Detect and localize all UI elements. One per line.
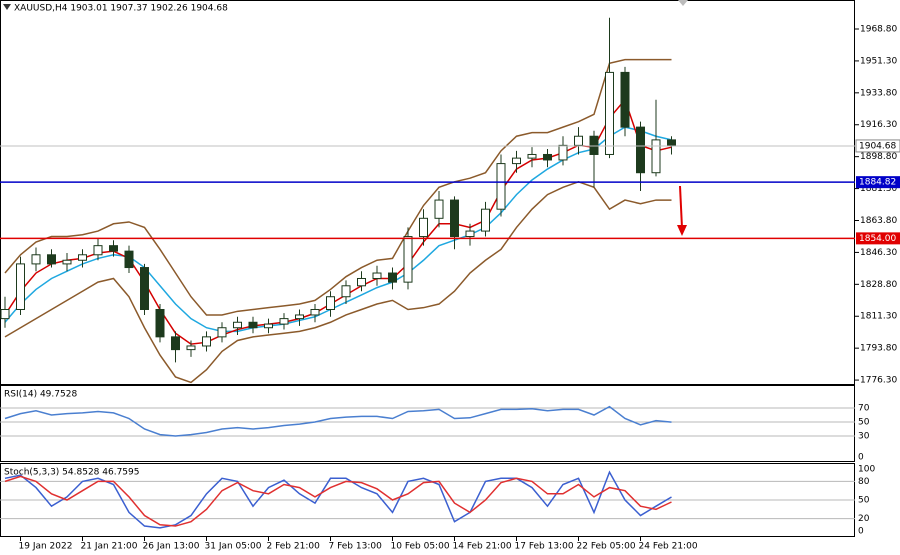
candle-body [248, 321, 258, 329]
candle-body [31, 254, 41, 265]
y-tick-label: 30 [858, 432, 870, 442]
shift-marker [678, 0, 688, 6]
candle-body [140, 267, 149, 310]
last-price-box [855, 139, 900, 153]
y-tick-label: 1863.80 [860, 216, 897, 226]
candle-body [0, 308, 10, 320]
indicator-line [4, 470, 672, 529]
x-tick-label: 22 Feb 05:00 [577, 542, 636, 552]
candle-body [667, 139, 676, 147]
y-tick-label: 1933.80 [860, 88, 897, 98]
candle-body [543, 153, 552, 161]
candle-body [465, 230, 475, 238]
candle-body [620, 71, 630, 128]
indicator-line [4, 181, 672, 384]
arrow-head [677, 225, 687, 236]
y-tick-label: 0 [858, 453, 864, 463]
candle-body [496, 163, 506, 210]
main-panel [0, 0, 855, 385]
candle-body [47, 254, 56, 265]
indicator-line [4, 126, 672, 333]
y-tick-label: 1811.30 [860, 312, 897, 322]
candle-body [419, 217, 428, 238]
indicator-line [4, 405, 672, 437]
x-tick-label: 14 Feb 21:00 [453, 542, 512, 552]
level-label-box [856, 176, 900, 189]
candle-body [233, 321, 242, 329]
level-label: 1884.82 [859, 178, 896, 188]
indicator-line [4, 58, 672, 316]
x-tick-label: 7 Feb 13:00 [329, 542, 383, 552]
x-tick-label: 10 Feb 05:00 [391, 542, 450, 552]
candle-body [78, 254, 87, 261]
x-tick-label: 19 Jan 2022 [19, 542, 73, 552]
y-tick-label: 1881.30 [860, 184, 897, 194]
candle-body [450, 199, 459, 238]
candle-body [589, 135, 599, 155]
y-tick-label: 20 [858, 514, 870, 524]
x-tick-label: 2 Feb 21:00 [267, 542, 321, 552]
y-tick-label: 1793.80 [860, 344, 897, 354]
y-tick-label: 1968.80 [860, 24, 897, 34]
symbol-icon [3, 4, 11, 10]
candle-body [264, 323, 273, 329]
level-label: 1854.00 [859, 234, 896, 244]
last-price-label: 1904.68 [859, 141, 896, 151]
candle-body [512, 157, 521, 165]
x-tick-label: 31 Jan 05:00 [205, 542, 262, 552]
y-tick-label: 50 [858, 418, 870, 428]
y-tick-label: 1951.30 [860, 56, 897, 66]
y-tick-label: 50 [858, 496, 870, 506]
stoch-title: Stoch(5,3,3) 54.8528 46.7595 [4, 468, 139, 478]
candle-body [310, 308, 320, 316]
x-tick-label: 17 Feb 13:00 [515, 542, 574, 552]
candle-body [155, 308, 165, 338]
candle-body [109, 245, 118, 252]
y-tick-label: 1916.30 [860, 120, 897, 130]
candle-body [326, 296, 335, 310]
candle-body [93, 245, 103, 256]
y-tick-label: 1898.80 [860, 152, 897, 162]
y-tick-label: 100 [858, 465, 875, 475]
candle-body [171, 336, 180, 351]
y-tick-label: 1828.80 [860, 280, 897, 290]
rsi-panel [0, 385, 855, 462]
y-tick-label: 0 [858, 527, 864, 537]
x-tick-label: 26 Jan 13:00 [143, 542, 200, 552]
candle-body [372, 272, 382, 279]
candle-body [527, 153, 537, 159]
candle-body [124, 250, 134, 269]
candle-body [295, 314, 304, 320]
candle-body [651, 139, 661, 174]
x-tick-label: 24 Feb 21:00 [639, 542, 698, 552]
y-tick-label: 1776.30 [860, 376, 897, 386]
y-tick-label: 80 [858, 477, 870, 487]
x-tick-label: 21 Jan 21:00 [81, 542, 138, 552]
candle-body [202, 336, 211, 347]
level-label-box [856, 232, 900, 245]
candle-body [16, 263, 25, 310]
candle-body [388, 272, 397, 283]
candle-body [217, 327, 227, 338]
candle-body [434, 199, 444, 219]
candle-body [403, 236, 413, 283]
y-tick-label: 1846.30 [860, 248, 897, 258]
candle-body [481, 208, 490, 232]
candle-body [636, 126, 645, 174]
candle-body [558, 144, 568, 161]
candle-body [62, 259, 72, 265]
arrow-shaft [679, 185, 683, 229]
candle-body [279, 318, 289, 325]
indicator-line [4, 475, 672, 527]
candle-body [357, 277, 366, 287]
candle-body [186, 345, 196, 351]
candle-body [341, 285, 351, 298]
y-tick-label: 70 [858, 404, 870, 414]
rsi-title: RSI(14) 49.7528 [4, 390, 77, 400]
candle-body [605, 71, 614, 155]
candle-body [574, 135, 583, 146]
chart-title: XAUUSD,H4 1903.01 1907.37 1902.26 1904.6… [14, 4, 228, 14]
